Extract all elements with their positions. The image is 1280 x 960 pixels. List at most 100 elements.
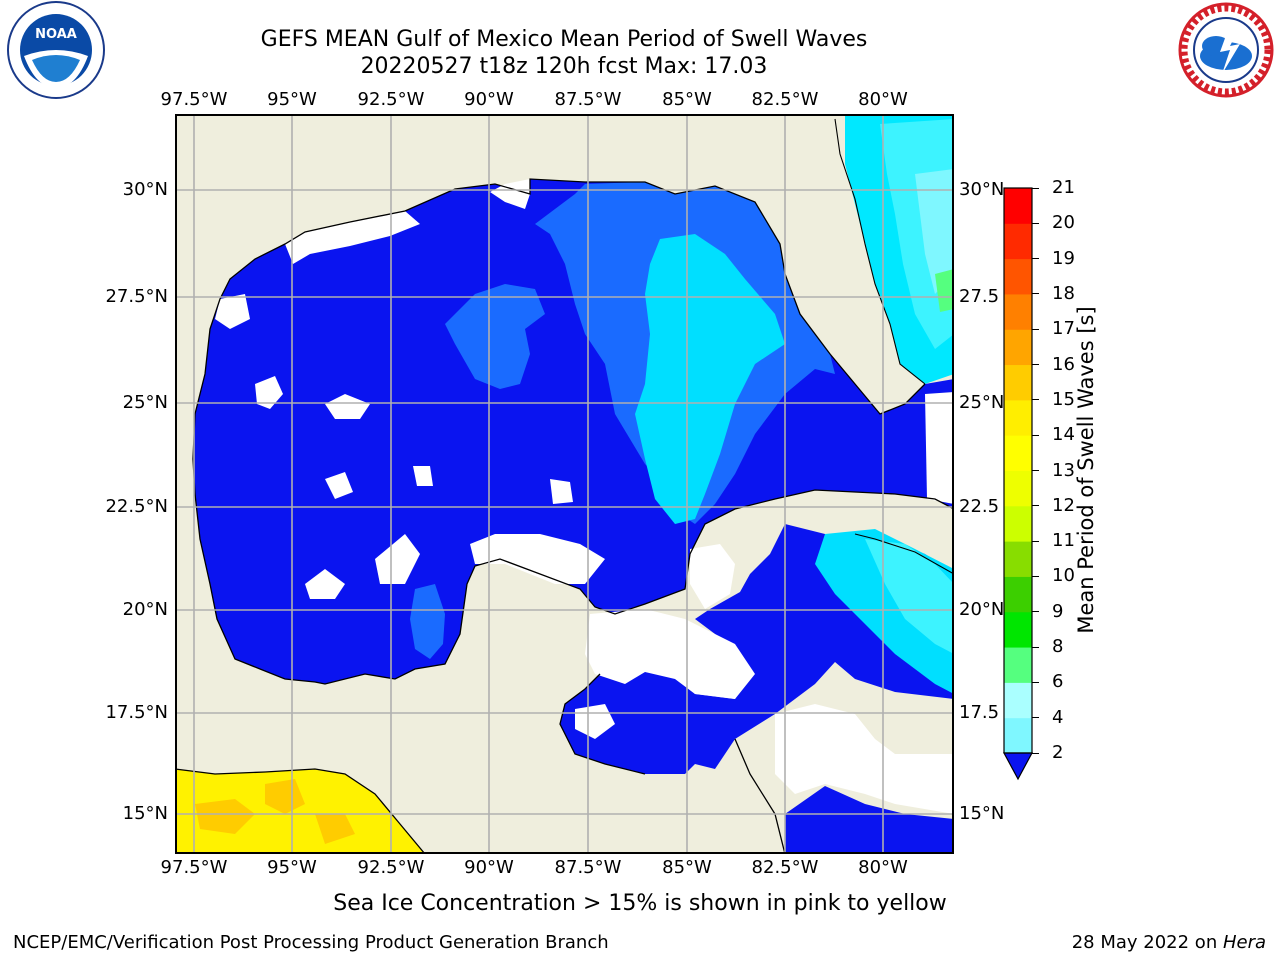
lon-tick-top: 92.5°W [357,89,425,110]
colorbar-tick-mark [1032,328,1039,330]
colorbar-segment [1004,223,1032,260]
swell-band-4-6 [635,234,785,524]
lat-tick-left: 15°N [122,803,168,824]
lat-tick-left: 30°N [122,179,168,200]
colorbar-tick-mark [1032,752,1039,754]
ice-yellow-region [175,769,425,854]
lat-tick-left: 25°N [122,392,168,413]
footer-credit: NCEP/EMC/Verification Post Processing Pr… [13,932,609,953]
colorbar-tick-label: 4 [1052,706,1064,728]
colorbar-tick-mark [1032,717,1039,719]
colorbar-segment [1004,329,1032,366]
colorbar-tick-label: 8 [1052,636,1064,658]
colorbar-tick-label: 21 [1052,177,1075,198]
colorbar-tick-label: 13 [1052,459,1075,481]
colorbar-segment [1004,470,1032,507]
lon-tick-bottom: 92.5°W [357,857,425,878]
colorbar-tick-mark [1032,399,1039,401]
colorbar-tick-label: 17 [1052,318,1075,340]
colorbar-extend [1002,752,1034,781]
lat-tick-right: 15°N [959,803,1005,824]
lon-tick-bottom: 80°W [858,857,908,878]
lat-tick-left: 17.5°N [105,702,168,723]
noaa-logo-text: NOAA [35,27,77,42]
ice-note: Sea Ice Concentration > 15% is shown in … [333,891,947,916]
lon-tick-bottom: 82.5°W [751,857,819,878]
colorbar-tick-mark [1032,505,1039,507]
colorbar-tick-mark [1032,681,1039,683]
colorbar-tick-label: 16 [1052,353,1075,375]
lon-tick-top: 85°W [662,89,712,110]
colorbar-segment [1004,611,1032,648]
colorbar-tick-mark [1032,540,1039,542]
colorbar-segment [1004,541,1032,577]
lon-tick-bottom: 85°W [662,857,712,878]
colorbar-tick-label: 19 [1052,247,1075,269]
colorbar-tick-mark [1032,646,1039,648]
lat-tick-left: 20°N [122,599,168,620]
masked-area [585,609,755,699]
map-title: GEFS MEAN Gulf of Mexico Mean Period of … [260,27,868,52]
colorbar-tick-mark [1032,293,1039,295]
colorbar-tick-label: 6 [1052,671,1064,693]
lat-tick-right: 30°N [959,179,1005,200]
colorbar-tick-label: 12 [1052,494,1075,516]
footer-date: 28 May 2022 on Hera [1072,932,1266,953]
colorbar-tick-label: 15 [1052,388,1075,410]
colorbar-segment [1004,717,1032,754]
colorbar-tick-label: 20 [1052,212,1075,234]
colorbar-segment [1004,399,1032,436]
colorbar-tick-label: 10 [1052,565,1075,587]
colorbar-segment [1004,682,1032,719]
lat-tick-right: 27.5 [959,286,1000,307]
map-frame [175,114,954,854]
lon-tick-top: 90°W [464,89,514,110]
lon-tick-top: 82.5°W [751,89,819,110]
colorbar-segment [1004,435,1032,471]
noaa-logo: NOAA [6,0,106,104]
lon-tick-top: 87.5°W [554,89,622,110]
map-panel [175,114,954,854]
colorbar-segment [1004,647,1032,683]
nws-logo [1176,0,1276,104]
colorbar-svg [1002,187,1034,781]
colorbar [1000,186,1040,786]
colorbar-tick-mark [1032,611,1039,613]
footer-date-text: 28 May 2022 on [1071,932,1223,953]
lat-tick-left: 22.5°N [105,496,168,517]
colorbar-tick-mark [1032,470,1039,471]
colorbar-tick-mark [1032,434,1039,436]
lon-tick-top: 95°W [267,89,317,110]
colorbar-tick-mark [1032,222,1039,224]
colorbar-tick-mark [1032,258,1039,260]
colorbar-label: Mean Period of Swell Waves [s] [1074,306,1098,634]
lat-tick-left: 27.5°N [105,286,168,307]
lon-tick-top: 97.5°W [160,89,228,110]
colorbar-tick-mark [1032,364,1039,366]
lon-tick-bottom: 95°W [267,857,317,878]
colorbar-tick-label: 9 [1052,600,1064,622]
lat-tick-right: 17.5 [959,702,1000,723]
lat-tick-right: 20°N [959,599,1005,620]
colorbar-segment [1004,293,1032,330]
lon-tick-bottom: 97.5°W [160,857,228,878]
map-svg [175,114,954,854]
colorbar-segment [1004,505,1032,542]
colorbar-tick-label: 18 [1052,282,1075,304]
colorbar-segment [1004,258,1032,295]
lon-tick-top: 80°W [858,89,908,110]
lat-tick-right: 25°N [959,392,1005,413]
colorbar-tick-label: 11 [1052,530,1075,552]
lon-tick-bottom: 87.5°W [554,857,622,878]
colorbar-segment [1004,576,1032,613]
lon-tick-bottom: 90°W [464,857,514,878]
graticule [175,114,954,854]
colorbar-tick-label: 2 [1052,742,1064,763]
coastline [194,178,926,415]
map-subtitle: 20220527 t18z 120h fcst Max: 17.03 [360,54,768,79]
colorbar-segment [1004,364,1032,401]
colorbar-tick-mark [1032,575,1039,577]
footer-host: Hera [1222,932,1266,953]
colorbar-tick-label: 14 [1052,424,1075,446]
colorbar-tick-mark [1032,187,1039,189]
